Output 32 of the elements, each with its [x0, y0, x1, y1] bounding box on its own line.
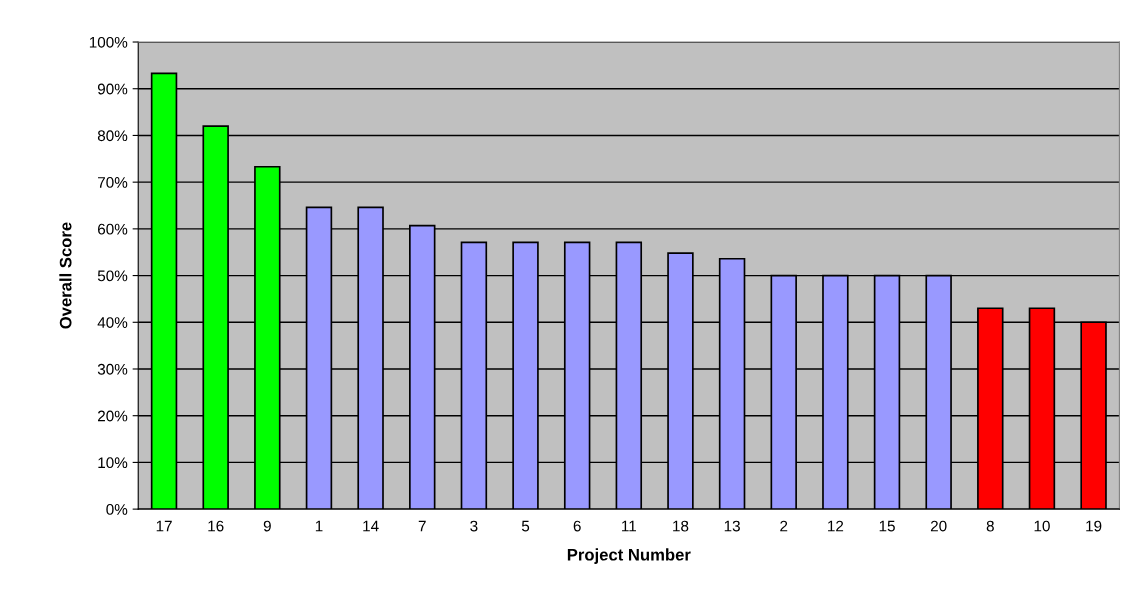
x-tick-label: 11: [622, 520, 636, 532]
x-tick-label: 1: [315, 520, 323, 532]
x-tick-label: 16: [208, 520, 224, 532]
y-axis-title: Overall Score: [59, 222, 72, 329]
y-tick-label: 40%: [97, 317, 128, 328]
x-tick-label: 20: [930, 520, 947, 532]
x-tick-label: 7: [418, 520, 426, 532]
x-tick-label: 9: [263, 520, 271, 532]
y-tick-label: 70%: [98, 177, 128, 188]
x-tick-label: 3: [470, 520, 478, 532]
x-tick-label: 2: [780, 520, 788, 532]
y-tick-label: 30%: [97, 363, 128, 375]
x-tick-label: 8: [986, 520, 994, 532]
x-tick-label: 18: [673, 520, 689, 532]
x-tick-label: 5: [521, 520, 530, 532]
y-tick-label: 20%: [98, 410, 128, 422]
y-tick-label: 0%: [106, 503, 128, 515]
x-tick-label: 6: [573, 520, 581, 532]
x-tick-label: 19: [1086, 520, 1102, 532]
y-tick-label: 90%: [97, 83, 128, 95]
x-tick-label: 12: [828, 520, 844, 532]
x-tick-label: 10: [1034, 520, 1050, 532]
y-tick-label: 50%: [97, 270, 128, 282]
y-tick-label: 60%: [98, 223, 128, 235]
x-axis-title: Project Number: [567, 548, 691, 564]
x-tick-label: 14: [363, 520, 379, 532]
y-tick-label: 100%: [89, 36, 128, 48]
y-tick-label: 80%: [97, 130, 128, 142]
x-tick-label: 17: [156, 520, 172, 532]
y-tick-label: 10%: [98, 457, 128, 469]
x-tick-label: 15: [879, 520, 895, 532]
x-tick-label: 13: [724, 520, 740, 532]
